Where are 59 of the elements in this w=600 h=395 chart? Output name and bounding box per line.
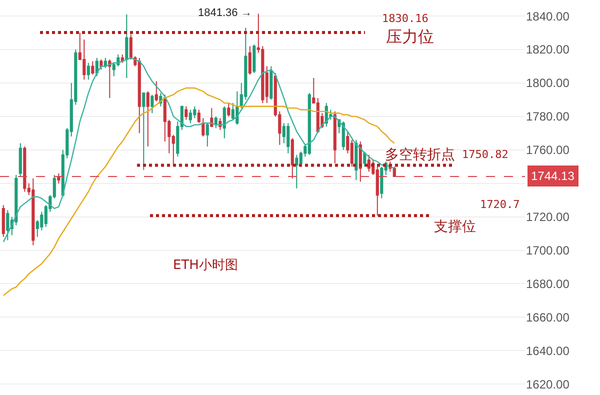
candlestick [150, 94, 154, 114]
candlestick [23, 146, 26, 192]
candlestick [252, 44, 256, 74]
y-tick-label: 1680.00 [526, 276, 570, 291]
candlestick [184, 106, 188, 120]
candlestick [206, 122, 209, 148]
y-tick-label: 1700.00 [526, 243, 570, 258]
candlestick [125, 14, 128, 78]
candlestick [290, 138, 294, 179]
ref-line-label: 1744.13 [531, 169, 575, 183]
candlestick [210, 108, 214, 127]
y-tick-label: 1780.00 [526, 110, 570, 124]
ref-line-label: 1750.82 [462, 148, 508, 161]
candlestick [91, 60, 94, 76]
candlestick [2, 204, 5, 238]
candlestick [154, 80, 158, 102]
candlestick [193, 106, 196, 119]
annotation: 1841.36 → [198, 7, 252, 19]
candlestick [32, 178, 35, 246]
candlestick [286, 122, 290, 154]
candlestick [197, 109, 200, 124]
ref-line-label: 1720.7 [480, 198, 520, 211]
y-tick-label: 1760.00 [526, 143, 570, 158]
candlestick [108, 59, 112, 99]
ref-line-label: 1830.16 [382, 12, 428, 25]
candlestick [142, 92, 146, 170]
text: 支撑位 [434, 219, 476, 235]
annotation: 多空转折点 [385, 147, 455, 163]
candlestick [295, 154, 298, 189]
annotation: ETH小时图 [173, 258, 238, 273]
candlestick [100, 59, 103, 70]
candlestick [57, 172, 60, 184]
candlestick [270, 66, 273, 100]
candlestick [86, 62, 90, 80]
candlestick [367, 154, 370, 172]
y-tick-label: 1720.00 [526, 210, 570, 224]
candlestick [18, 142, 22, 178]
y-tick-label: 1660.00 [526, 310, 570, 324]
candlestick [354, 139, 358, 181]
y-tick-label: 1640.00 [526, 344, 570, 358]
y-tick-label: 1620.00 [526, 377, 570, 392]
candlestick [222, 106, 226, 139]
y-tick-label: 1840.00 [526, 9, 570, 24]
candlestick [138, 57, 141, 134]
candlestick [146, 90, 150, 148]
y-tick-label: 1820.00 [526, 42, 570, 57]
candlestick [363, 151, 366, 168]
candlestick [188, 109, 192, 124]
annotation: 压力位 [386, 27, 434, 46]
candlestick [6, 210, 10, 241]
candlestick [236, 90, 239, 126]
candlestick [95, 57, 98, 77]
candlestick [227, 102, 230, 117]
candlestick [333, 110, 336, 164]
candlestick [342, 120, 345, 150]
candlestick [202, 118, 205, 138]
candlestick [248, 46, 252, 76]
y-tick-label: 1800.00 [526, 76, 570, 90]
candlestick [308, 92, 311, 156]
